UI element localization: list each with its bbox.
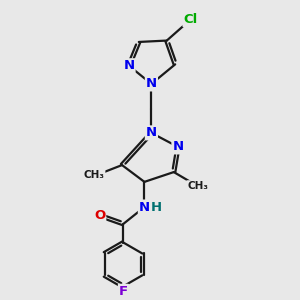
Text: O: O: [94, 209, 105, 222]
Text: CH₃: CH₃: [187, 181, 208, 191]
Text: N: N: [139, 201, 150, 214]
Text: F: F: [119, 285, 128, 298]
Text: Cl: Cl: [183, 13, 198, 26]
Text: N: N: [146, 126, 157, 140]
Text: H: H: [151, 201, 162, 214]
Text: N: N: [146, 77, 157, 90]
Text: N: N: [172, 140, 184, 153]
Text: CH₃: CH₃: [83, 170, 104, 180]
Text: N: N: [124, 59, 135, 72]
